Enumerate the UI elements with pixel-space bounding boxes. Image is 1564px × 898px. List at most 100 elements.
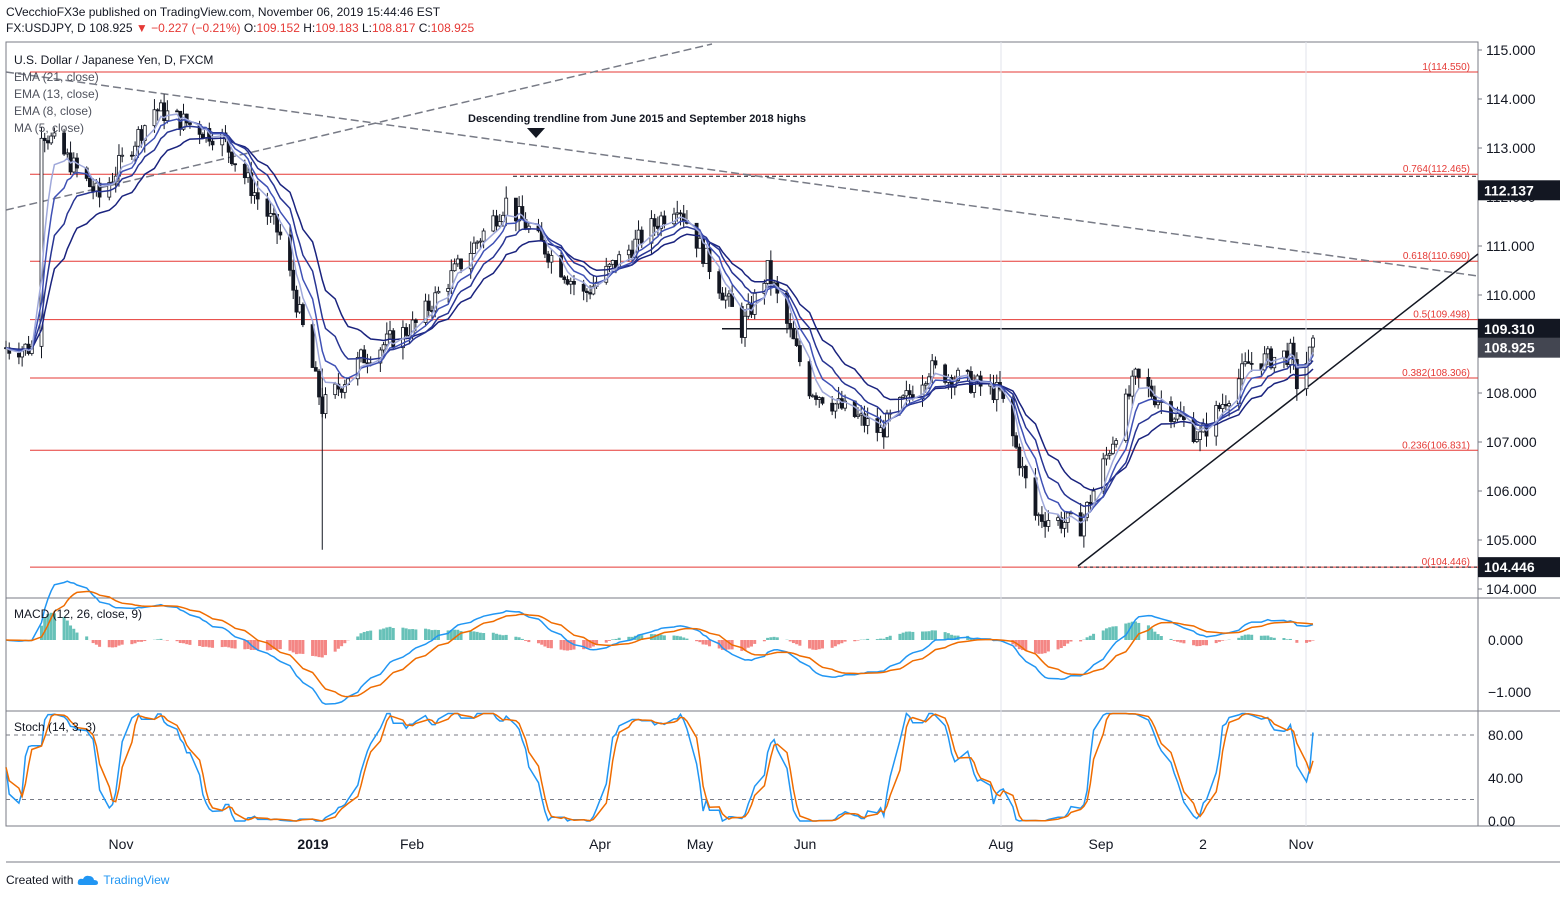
legend-line: EMA (13, close) [14,87,99,101]
stoch-tick-label: 80.00 [1488,727,1523,743]
macd-histogram-bar [630,636,634,640]
macd-histogram-bar [740,640,744,651]
candle-body [120,154,125,157]
candle-body [42,137,47,141]
plot-frame [5,41,1479,827]
candle-body [317,370,321,398]
macd-histogram-bar [950,634,954,640]
candle-body [1220,404,1225,410]
price-label-text: 108.925 [1484,340,1535,356]
candle-body [1194,439,1199,443]
macd-histogram-bar [43,617,47,640]
macd-histogram-bar [708,640,712,647]
macd-histogram-bar [75,632,79,640]
descending-trendline [5,71,1479,277]
macd-histogram-bar [672,635,676,640]
close-value: 108.925 [430,21,475,35]
macd-histogram-bar [178,640,182,644]
macd-histogram-bar [314,640,318,657]
high-value: 109.183 [315,21,359,35]
candle-body [300,304,305,326]
macd-histogram-bar [540,640,544,645]
ohlc-line: FX:USDJPY, D 108.925 ▼ −0.227 (−0.21%) O… [6,20,474,36]
macd-histogram-bar [656,634,660,640]
candle-body [610,260,615,265]
macd-histogram-bar [1195,640,1199,647]
macd-histogram-bar [1101,630,1105,640]
macd-histogram-bar [637,634,641,640]
macd-histogram-bar [430,630,434,640]
candle-body [139,129,144,141]
time-axis-label: Nov [1289,836,1314,852]
macd-signal-line [5,590,1314,698]
candle-body [1017,446,1022,469]
candle-body [726,293,731,297]
candle-body [426,300,431,311]
macd-histogram-bar [627,636,631,640]
time-axis-label: Sep [1089,836,1114,852]
macd-histogram-bar [788,640,792,642]
macd-histogram-bar [524,640,528,641]
candle-body [91,186,96,192]
macd-histogram-bar [333,640,337,652]
macd-histogram-bar [817,640,821,650]
macd-histogram-bar [1069,640,1073,642]
macd-histogram-bar [675,635,679,640]
fib-label: 1(114.550) [1422,62,1470,73]
macd-histogram-bar [317,640,321,658]
candle-body [294,289,299,313]
macd-histogram-bar [743,640,747,650]
candle-body [333,383,338,396]
annotation-arrow-icon [527,128,545,138]
candle-body [472,242,476,254]
candle-body [255,192,260,200]
candle-body [97,182,102,198]
macd-histogram-bar [107,640,111,648]
candle-body [129,154,134,157]
stoch-tick-label: 0.00 [1488,813,1515,829]
candle-body [1085,501,1089,518]
macd-histogram-bar [1288,638,1292,640]
macd-histogram-bar [833,640,837,647]
candle-body [1227,403,1231,407]
macd-histogram-bar [1285,639,1289,640]
chart-header: CVecchioFX3e published on TradingView.co… [6,4,474,36]
candle-body [494,215,499,227]
macd-histogram-bar [472,631,476,640]
candle-body [956,369,960,381]
macd-histogram-bar [359,633,363,640]
macd-histogram-bar [685,638,689,640]
stoch-label: Stoch (14, 3, 3) [14,720,96,734]
macd-histogram-bar [1063,640,1067,647]
macd-histogram-bar [924,631,928,640]
macd-histogram-bar [181,640,185,644]
chart-canvas[interactable]: 1(114.550) 0.764(112.465) 0.618(110.690) 0.… [0,0,1564,870]
candle-body [662,215,667,225]
macd-histogram-bar [1066,640,1070,644]
candle-body [452,263,457,272]
macd-histogram-bar [288,640,292,651]
macd-histogram-bar [294,640,298,655]
macd-histogram-bar [517,637,521,640]
tradingview-brand[interactable]: TradingView [103,873,170,887]
macd-histogram-bar [291,640,295,653]
candle-body [436,290,441,294]
macd-histogram-bar [69,625,73,640]
macd-histogram-bar [424,628,428,640]
macd-histogram-bar [401,627,405,640]
low-value: 108.817 [372,21,416,35]
macd-histogram-bar [382,628,386,640]
fib-label: 0.5(109.498) [1413,310,1470,321]
open-label: O: [243,21,257,35]
macd-histogram-bar [301,640,305,654]
candle-body [365,362,370,365]
candle-body [1130,375,1135,397]
candle-body [933,360,938,366]
candle-body [1246,361,1251,364]
macd-histogram-bar [562,640,566,651]
symbol[interactable]: FX:USDJPY, D [6,21,86,35]
candle-body [65,152,70,155]
candle-body [1014,435,1019,448]
footer: Created with TradingView [6,873,169,887]
publisher-line: CVecchioFX3e published on TradingView.co… [6,5,441,19]
